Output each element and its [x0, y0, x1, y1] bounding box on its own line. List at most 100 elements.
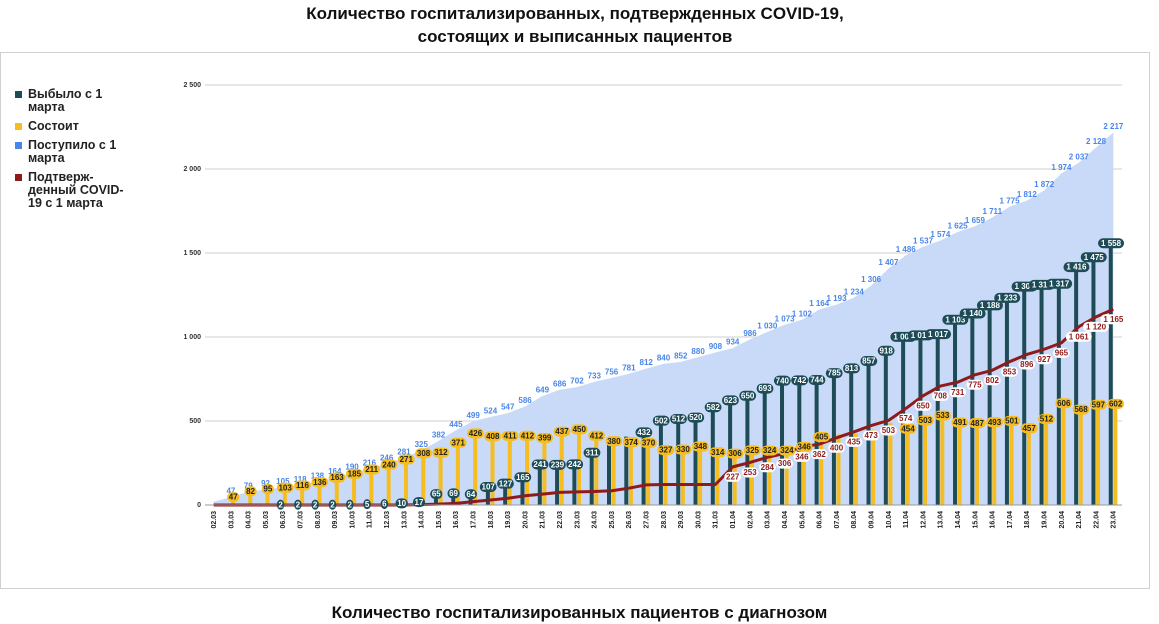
data-label: 211: [365, 465, 378, 474]
label-bg: [722, 395, 739, 406]
data-label-group: 744: [808, 375, 826, 386]
data-label-group: 1 102: [792, 309, 813, 318]
bar: [520, 477, 525, 505]
bar: [490, 436, 495, 505]
bar: [693, 417, 698, 505]
data-label-group: 64: [464, 489, 477, 500]
label-bg: [345, 499, 354, 510]
bar: [468, 494, 473, 505]
bar: [888, 422, 893, 505]
data-label: 1 625: [948, 222, 969, 231]
data-label-group: 2: [328, 499, 337, 510]
data-label-group: 623: [722, 395, 739, 406]
bar: [1074, 267, 1079, 505]
label-bg: [449, 437, 467, 448]
x-tick-label: 10.03: [349, 511, 356, 529]
data-label-group: 1 234: [844, 287, 865, 296]
data-label: 781: [622, 363, 636, 372]
bar: [940, 415, 945, 505]
bar: [1004, 297, 1009, 505]
data-label-group: 547: [501, 403, 515, 412]
data-label: 708: [934, 392, 948, 401]
data-label: 606: [1057, 399, 1071, 408]
data-label-group: 325: [743, 445, 761, 456]
x-tick-label: 16.04: [990, 511, 997, 529]
data-label-group: 602: [1107, 398, 1125, 409]
bar: [784, 450, 789, 505]
x-tick-label: 08.04: [851, 511, 858, 529]
bar: [572, 464, 577, 505]
label-bg: [1038, 413, 1055, 424]
chart-title: Количество госпитализированных, подтверж…: [306, 4, 844, 46]
bar: [1113, 403, 1118, 505]
bar: [433, 494, 438, 505]
x-tick-label: 23.04: [1111, 511, 1118, 529]
data-label-group: 1 017: [925, 329, 952, 340]
data-label-group: 781: [622, 363, 636, 372]
data-label-group: 116: [294, 480, 311, 491]
data-label-group: 1 574: [930, 230, 951, 239]
bar: [923, 420, 928, 505]
label-bg: [432, 447, 450, 458]
data-label-group: 1 486: [896, 245, 917, 254]
label-bg: [983, 375, 1001, 386]
label-bg: [880, 425, 897, 436]
label-bg: [1072, 404, 1090, 415]
data-label: 325: [415, 440, 429, 449]
label-bg: [739, 390, 757, 401]
data-label-group: 740: [773, 375, 791, 386]
label-bg: [1001, 366, 1018, 377]
label-bg: [959, 308, 986, 319]
data-label-group: 371: [449, 437, 467, 448]
data-label: 491: [953, 418, 967, 427]
bar: [555, 464, 560, 505]
x-tick-label: 21.03: [540, 511, 547, 529]
data-label: 880: [691, 347, 705, 356]
data-label-group: 1 165: [1100, 314, 1127, 325]
bar: [849, 368, 854, 505]
data-label: 105: [276, 477, 290, 486]
label-bg: [1065, 331, 1092, 342]
bar: [594, 435, 599, 505]
legend-swatch: [15, 123, 22, 130]
legend-label: Выбыло с 1 марта: [28, 87, 103, 114]
footer-title: Количество госпитализированных пациентов…: [331, 603, 828, 622]
label-bg: [328, 472, 346, 483]
data-label-group: 1 775: [1000, 196, 1021, 205]
data-label: 2: [330, 500, 335, 509]
data-label: 568: [1074, 405, 1088, 414]
data-label-group: 311: [583, 447, 601, 458]
data-label: 840: [657, 353, 671, 362]
data-label-group: 520: [687, 412, 705, 423]
bar: [1009, 420, 1014, 505]
legend-item: Выбыло с 1 марта: [15, 88, 125, 114]
label-bg: [345, 468, 363, 479]
label-bg: [294, 480, 311, 491]
bar: [836, 434, 841, 505]
data-label-group: 399: [536, 432, 554, 443]
label-bg: [380, 498, 389, 509]
data-label: 742: [793, 376, 807, 385]
bar: [992, 422, 997, 505]
data-label: 785: [828, 369, 842, 378]
bar: [1061, 403, 1066, 505]
label-bg: [793, 451, 811, 462]
data-label-group: 382: [432, 430, 446, 439]
label-bg: [395, 498, 408, 509]
data-label: 1 306: [861, 275, 882, 284]
data-label: 399: [538, 434, 552, 443]
label-bg: [479, 482, 497, 493]
data-label: 348: [694, 442, 708, 451]
data-label: 487: [971, 419, 985, 428]
label-bg: [657, 445, 675, 456]
data-label: 1 310: [1032, 281, 1053, 290]
data-label: 241: [533, 460, 547, 469]
data-label-group: 281: [397, 447, 411, 456]
label-bg: [622, 437, 640, 448]
data-label: 1 061: [1069, 332, 1090, 341]
data-label: 2: [278, 500, 283, 509]
bar: [780, 380, 785, 505]
label-bg: [949, 387, 967, 398]
data-label: 454: [901, 424, 915, 433]
data-label-group: 412: [518, 430, 536, 441]
